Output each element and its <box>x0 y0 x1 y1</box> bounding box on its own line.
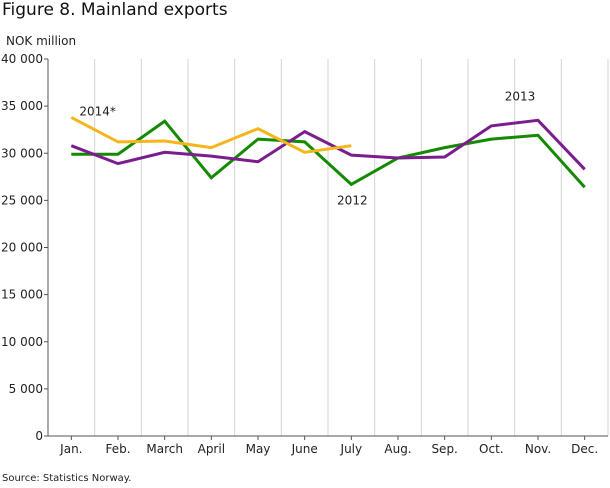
source-note: Source: Statistics Norway. <box>2 473 132 484</box>
x-tick-label: Dec. <box>571 442 598 456</box>
y-tick-label: 20 000 <box>1 241 43 255</box>
x-tick-label: Oct. <box>479 442 504 456</box>
x-tick-label: March <box>146 442 183 456</box>
x-tick-label: May <box>246 442 271 456</box>
y-tick-label: 40 000 <box>1 52 43 66</box>
series-line-2013 <box>70 118 586 171</box>
y-tick-label: 0 <box>35 429 43 443</box>
y-tick-label: 10 000 <box>1 335 43 349</box>
x-tick-label: April <box>198 442 225 456</box>
y-tick-label: 35 000 <box>1 99 43 113</box>
y-tick-label: 15 000 <box>1 288 43 302</box>
x-tick-label: Nov. <box>525 442 551 456</box>
y-axis-unit-label: NOK million <box>6 34 77 48</box>
x-tick-label: Sep. <box>431 442 457 456</box>
chart-title: Figure 8. Mainland exports <box>2 0 228 20</box>
series-label-2014: 2014* <box>79 104 116 118</box>
series-label-2013: 2013 <box>505 89 536 103</box>
series-line-2014 <box>70 116 352 154</box>
series-line-2012 <box>71 119 586 189</box>
x-tick-label: Feb. <box>105 442 130 456</box>
x-tick-label: June <box>291 442 318 456</box>
y-tick-label: 5 000 <box>9 382 43 396</box>
y-tick-label: 30 000 <box>1 146 43 160</box>
x-tick-label: Jan. <box>59 442 82 456</box>
y-tick-label: 25 000 <box>1 193 43 207</box>
x-tick-label: July <box>340 442 363 456</box>
series-label-2012: 2012 <box>337 193 368 207</box>
x-tick-label: Aug. <box>384 442 411 456</box>
